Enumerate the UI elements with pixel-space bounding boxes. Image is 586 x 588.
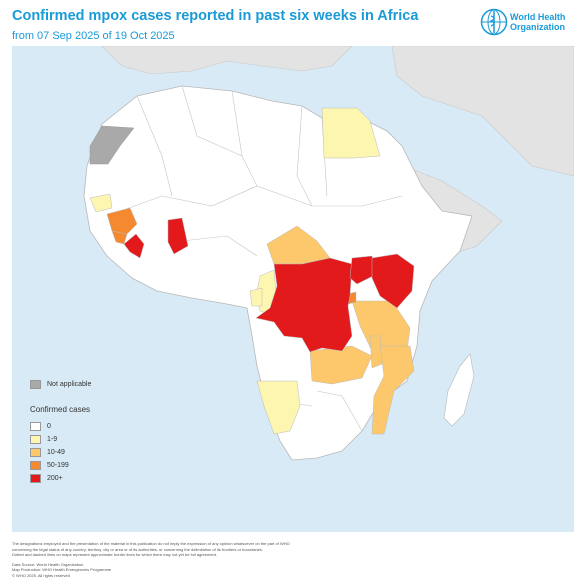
who-logo-line1: World Health bbox=[510, 12, 566, 22]
legend-item: 10-49 bbox=[30, 446, 170, 459]
africa-choropleth-map bbox=[12, 46, 574, 532]
disclaimer-line: Dotted and dashed lines on maps represen… bbox=[12, 552, 218, 557]
region-ghana bbox=[167, 217, 189, 255]
map-legend: Not applicable Confirmed cases 0 1-9 10-… bbox=[30, 378, 170, 485]
legend-label: 50-199 bbox=[47, 462, 69, 469]
legend-label: 1-9 bbox=[47, 436, 58, 443]
region-namibia bbox=[256, 380, 301, 435]
map-production: Map Production: WHO Health Emergencies P… bbox=[12, 567, 112, 572]
legend-item: 200+ bbox=[30, 472, 170, 485]
who-logo-line2: Organization bbox=[510, 22, 566, 32]
region-liberia bbox=[123, 233, 145, 259]
region-guinea bbox=[106, 207, 138, 235]
middle-east-land bbox=[391, 46, 574, 177]
legend-swatch bbox=[30, 474, 41, 483]
legend-swatch bbox=[30, 461, 41, 470]
who-logo: World Health Organization bbox=[480, 8, 580, 38]
region-mozambique bbox=[371, 345, 415, 435]
data-source: Data Source: World Health Organization bbox=[12, 561, 84, 567]
europe-land bbox=[101, 46, 353, 75]
legend-swatch-not-applicable bbox=[30, 380, 41, 389]
legend-item-not-applicable: Not applicable bbox=[30, 378, 170, 391]
legend-swatch bbox=[30, 435, 41, 444]
legend-label: 10-49 bbox=[47, 449, 65, 456]
legend-label: 0 bbox=[47, 423, 51, 430]
region-democratic-republic-of-the-congo bbox=[255, 257, 353, 353]
disclaimer-line: concerning the legal status of any count… bbox=[12, 546, 264, 552]
region-malawi bbox=[369, 335, 383, 369]
legend-label: 200+ bbox=[47, 475, 63, 482]
copyright: © WHO 2025. All rights reserved bbox=[12, 572, 70, 578]
legend-item: 1-9 bbox=[30, 433, 170, 446]
region-egypt bbox=[321, 107, 381, 159]
madagascar bbox=[443, 353, 475, 427]
region-zambia bbox=[309, 345, 373, 385]
region-senegal bbox=[89, 193, 113, 213]
legend-item: 0 bbox=[30, 420, 170, 433]
disclaimer-line: The designations employed and the presen… bbox=[12, 541, 290, 546]
who-emblem-icon bbox=[480, 8, 508, 36]
legend-swatch bbox=[30, 422, 41, 431]
legend-swatch bbox=[30, 448, 41, 457]
region-kenya bbox=[371, 253, 415, 309]
legend-item: 50-199 bbox=[30, 459, 170, 472]
region-gabon bbox=[249, 287, 263, 307]
region-western-sahara bbox=[89, 125, 135, 165]
map-subtitle: from 07 Sep 2025 of 19 Oct 2025 bbox=[12, 30, 175, 42]
map-footer: The designations employed and the presen… bbox=[12, 541, 572, 578]
legend-title: Confirmed cases bbox=[30, 405, 91, 414]
region-uganda bbox=[349, 255, 378, 285]
map-title: Confirmed mpox cases reported in past si… bbox=[12, 8, 419, 24]
legend-label-not-applicable: Not applicable bbox=[47, 381, 92, 388]
